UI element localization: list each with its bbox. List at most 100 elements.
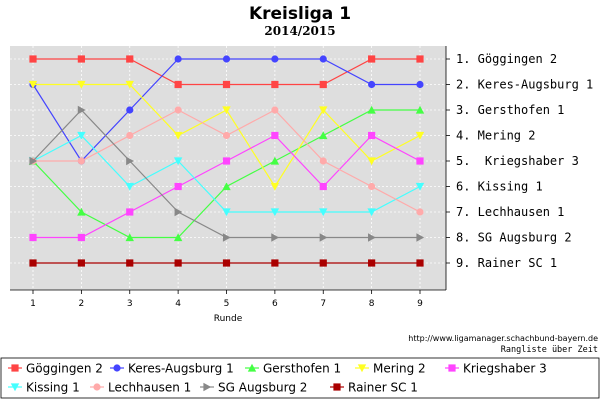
- legend-marker: [357, 364, 367, 373]
- series-8: [29, 259, 424, 267]
- legend-label: Göggingen 2: [26, 362, 103, 376]
- data-point: [319, 208, 328, 217]
- data-point: [174, 207, 183, 217]
- legend-marker: [247, 363, 257, 372]
- legend-label: Rainer SC 1: [348, 381, 418, 395]
- series-7: [29, 105, 425, 242]
- series-2: [28, 105, 425, 242]
- data-point: [222, 55, 231, 63]
- x-tick-label: 1: [30, 299, 36, 309]
- data-point: [271, 131, 279, 140]
- data-point: [222, 80, 231, 89]
- legend-marker: [203, 382, 212, 392]
- x-tick-label: 6: [272, 299, 278, 309]
- legend-item: Rainer SC 1: [330, 381, 418, 395]
- data-point: [416, 208, 424, 216]
- data-point: [271, 259, 279, 267]
- data-point: [319, 233, 328, 242]
- x-tick-label: 8: [369, 299, 375, 309]
- x-tick-label: 9: [417, 299, 423, 309]
- data-point: [222, 106, 231, 115]
- data-point: [29, 156, 38, 166]
- data-point: [319, 182, 327, 191]
- data-point: [368, 259, 376, 267]
- x-ticks: 1 2 3 4 5 6 7 8 9: [30, 290, 423, 309]
- data-point: [29, 259, 37, 267]
- data-point: [222, 259, 231, 267]
- data-point: [77, 233, 85, 242]
- data-point: [77, 207, 86, 216]
- rank-label: 8. SG Augsburg 2: [456, 231, 572, 245]
- data-point: [416, 157, 424, 165]
- data-point: [319, 259, 327, 267]
- data-point: [368, 233, 376, 242]
- data-point: [77, 157, 85, 165]
- series-3: [28, 80, 425, 191]
- data-point: [271, 106, 279, 114]
- chart-caption: Rangliste über Zeit: [501, 345, 598, 355]
- rank-label: 4. Mering 2: [456, 129, 535, 143]
- rank-label: 9. Rainer SC 1: [456, 256, 557, 270]
- legend-item: Kissing 1: [8, 381, 80, 395]
- legend-item: Göggingen 2: [8, 362, 103, 376]
- data-point: [174, 55, 182, 63]
- x-tick-label: 5: [224, 299, 230, 309]
- data-point: [126, 259, 134, 267]
- data-point: [415, 105, 425, 114]
- data-point: [77, 80, 86, 89]
- data-point: [174, 80, 182, 89]
- data-point: [270, 156, 280, 165]
- data-point: [125, 233, 134, 242]
- rank-label: 3. Gersthofen 1: [456, 103, 564, 117]
- data-point: [416, 55, 424, 63]
- data-point: [77, 105, 86, 115]
- legend-label: SG Augsburg 2: [218, 381, 307, 395]
- data-point: [368, 55, 376, 63]
- data-point: [174, 182, 182, 191]
- data-point: [416, 259, 424, 267]
- rank-label: 6. Kissing 1: [456, 180, 543, 194]
- data-point: [29, 233, 37, 242]
- data-point: [126, 106, 134, 114]
- chart-subtitle: 2014/2015: [264, 24, 335, 38]
- legend: Göggingen 2 Keres-Augsburg 1 Gersthofen 1 M…: [8, 362, 547, 395]
- data-point: [126, 208, 134, 216]
- data-point: [271, 55, 279, 63]
- data-point: [125, 80, 134, 89]
- data-point: [270, 182, 280, 191]
- data-point: [126, 131, 134, 140]
- legend-marker: [10, 383, 20, 392]
- data-point: [126, 55, 134, 63]
- data-point: [77, 55, 85, 63]
- data-point: [77, 259, 85, 267]
- data-point: [367, 157, 376, 166]
- data-point: [368, 80, 376, 89]
- x-tick-label: 7: [320, 299, 326, 309]
- legend-marker: [93, 383, 101, 391]
- data-point: [415, 182, 425, 191]
- data-point: [270, 208, 280, 217]
- data-point: [271, 233, 280, 242]
- data-point: [367, 105, 376, 114]
- rank-label: 5. Kriegshaber 3: [456, 154, 579, 168]
- chart-title: Kreisliga 1: [249, 4, 351, 24]
- legend-item: Lechhausen 1: [90, 381, 191, 395]
- x-tick-label: 4: [175, 299, 181, 309]
- legend-label: Kissing 1: [26, 381, 80, 395]
- series-0: [29, 55, 424, 89]
- data-point: [368, 182, 376, 191]
- data-point: [222, 233, 231, 242]
- data-point: [319, 131, 328, 140]
- legend-item: Mering 2: [355, 362, 426, 376]
- data-point: [222, 131, 231, 140]
- legend-marker: [333, 383, 341, 391]
- x-tick-label: 3: [127, 299, 133, 309]
- data-point: [319, 55, 327, 63]
- data-point: [415, 131, 425, 140]
- legend-item: SG Augsburg 2: [200, 381, 307, 395]
- data-point: [126, 156, 134, 166]
- legend-label: Mering 2: [373, 362, 426, 376]
- rank-label: 2. Keres-Augsburg 1: [456, 78, 593, 92]
- x-axis-label: Runde: [214, 314, 243, 324]
